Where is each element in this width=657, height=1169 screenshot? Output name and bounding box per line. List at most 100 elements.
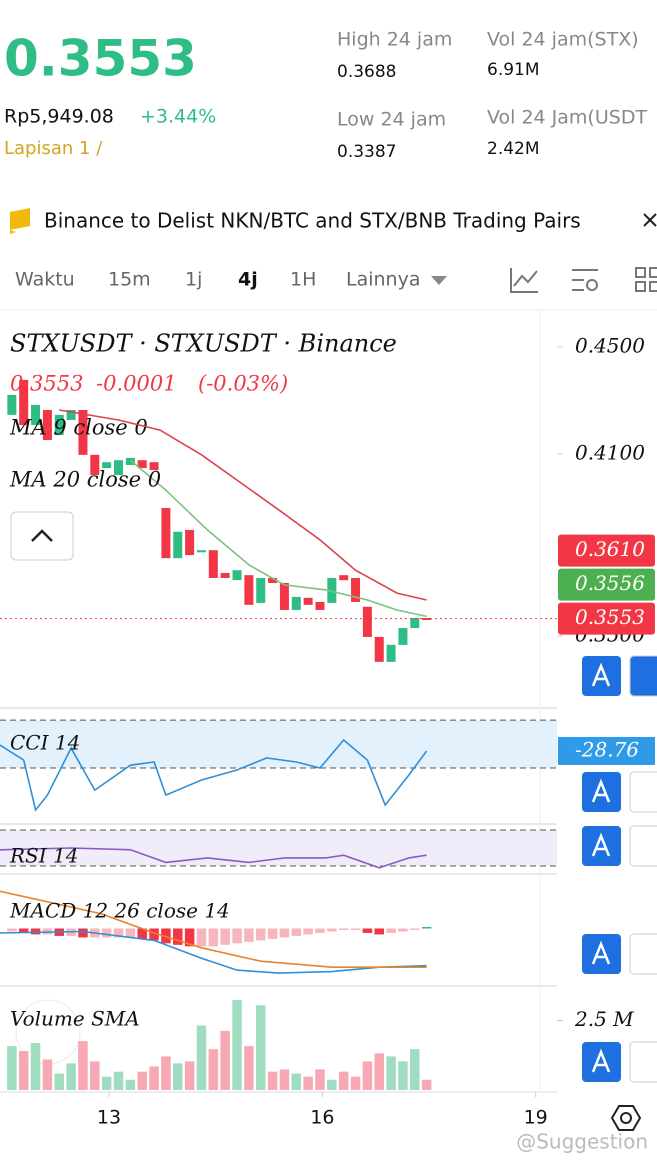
price: 0.3553: [4, 30, 197, 88]
stat-label: Vol 24 Jam(USDT: [487, 107, 647, 129]
alert-button-2[interactable]: [629, 655, 657, 697]
macd-line: [0, 930, 427, 974]
tab[interactable]: 1j: [185, 269, 202, 291]
cci-value-bg: [558, 736, 655, 765]
rsi-line: [0, 847, 427, 869]
volume-bar: [315, 1069, 325, 1090]
cci-band: [0, 720, 557, 769]
candle: [303, 597, 313, 605]
collapse-icon: [31, 529, 53, 542]
volume-bar: [30, 1043, 41, 1090]
macd-hist: [315, 928, 325, 933]
volume-bar: [350, 1076, 361, 1090]
gear-icon[interactable]: [610, 1105, 642, 1131]
candle: [351, 577, 361, 602]
candle: [125, 457, 135, 465]
stat-value: 2.42M: [487, 139, 540, 159]
alert-button[interactable]: [582, 934, 621, 974]
alert-icon: [591, 662, 611, 687]
ma-legend: MA 20 close 0: [9, 468, 161, 492]
cci-legend: CCI 14: [10, 731, 80, 755]
grid-icon: [635, 281, 646, 292]
tab-active[interactable]: 4j: [238, 269, 258, 291]
watermark: @Suggestion: [516, 1130, 648, 1154]
macd-legend: MACD 12 26 close 14: [9, 899, 230, 923]
candle: [137, 460, 147, 469]
indicator-icon[interactable]: [510, 268, 538, 293]
candle: [66, 409, 76, 421]
tab[interactable]: Waktu: [15, 269, 75, 291]
alert-button[interactable]: [582, 772, 621, 812]
settings-icon[interactable]: [572, 269, 598, 291]
stat-value: 0.3688: [337, 62, 396, 82]
banner-text[interactable]: Binance to Delist NKN/BTC and STX/BNB Tr…: [44, 209, 581, 233]
volume-bar: [90, 1061, 100, 1090]
stat-label: High 24 jam: [337, 29, 452, 51]
volume-bar: [66, 1063, 76, 1090]
macd-hist: [173, 928, 183, 945]
volume-bar: [398, 1061, 408, 1090]
grid-icon: [649, 281, 657, 292]
volume-bar: [410, 1049, 420, 1090]
last-value: 0.3553: [10, 372, 83, 396]
volume-bar: [184, 1061, 195, 1090]
alert-icon: [591, 1048, 611, 1073]
macd-hist: [410, 928, 420, 930]
volume-bar: [303, 1076, 313, 1090]
volume-bar: [232, 1000, 242, 1090]
cci-line: [0, 738, 428, 812]
candle: [208, 550, 218, 578]
volume-bar: [7, 1046, 17, 1090]
volume-bar: [173, 1063, 183, 1090]
volume-bar: [149, 1066, 159, 1090]
candle: [161, 507, 171, 559]
macd-hist: [303, 928, 313, 935]
candle: [410, 618, 420, 629]
x-tick-label: 13: [97, 1107, 121, 1129]
grid-icon[interactable]: [635, 267, 646, 278]
tab[interactable]: Lainnya: [346, 269, 420, 291]
macd-hist: [7, 928, 17, 932]
macd-hist: [113, 928, 124, 938]
candle: [185, 529, 195, 556]
ma-legend: MA 9 close 0: [9, 416, 148, 440]
volume-bar: [125, 1079, 136, 1090]
alert-button-2[interactable]: [629, 771, 657, 813]
stat-value: 6.91M: [487, 60, 540, 80]
candle: [279, 582, 289, 610]
candle: [339, 575, 349, 581]
price-label-bg: [558, 568, 655, 601]
tab[interactable]: 15m: [108, 269, 151, 291]
alert-button-2[interactable]: [629, 825, 657, 867]
alert-button-2[interactable]: [629, 933, 657, 975]
alert-button[interactable]: [582, 1042, 621, 1082]
y-tick-label: 0.4500: [575, 333, 645, 357]
alert-button-2[interactable]: [629, 1041, 657, 1083]
close-icon[interactable]: [643, 213, 657, 227]
collapse-button[interactable]: [10, 511, 74, 561]
volume-bar: [113, 1071, 124, 1090]
macd-hist: [327, 928, 337, 932]
volume-bar: [42, 1059, 53, 1090]
macd-hist: [220, 928, 230, 945]
macd-hist: [350, 928, 361, 930]
gear-icon-center: [620, 1112, 632, 1124]
stat-label: Vol 24 jam(STX): [487, 29, 639, 51]
alert-button[interactable]: [582, 656, 621, 696]
last-change: -0.0001: [96, 372, 177, 396]
candle: [268, 577, 278, 583]
volume-bar: [18, 1051, 29, 1090]
alert-button[interactable]: [582, 826, 621, 866]
volume-bar: [327, 1079, 337, 1090]
candle: [114, 460, 124, 475]
tab[interactable]: 1H: [290, 269, 316, 291]
macd-hist: [398, 928, 408, 932]
candle: [386, 644, 396, 662]
cci-value: -28.76: [575, 737, 639, 761]
volume-bar: [374, 1053, 384, 1090]
candle: [362, 606, 372, 637]
candle: [149, 462, 159, 471]
dropdown-icon[interactable]: [431, 276, 447, 285]
volume-bar: [244, 1046, 254, 1090]
